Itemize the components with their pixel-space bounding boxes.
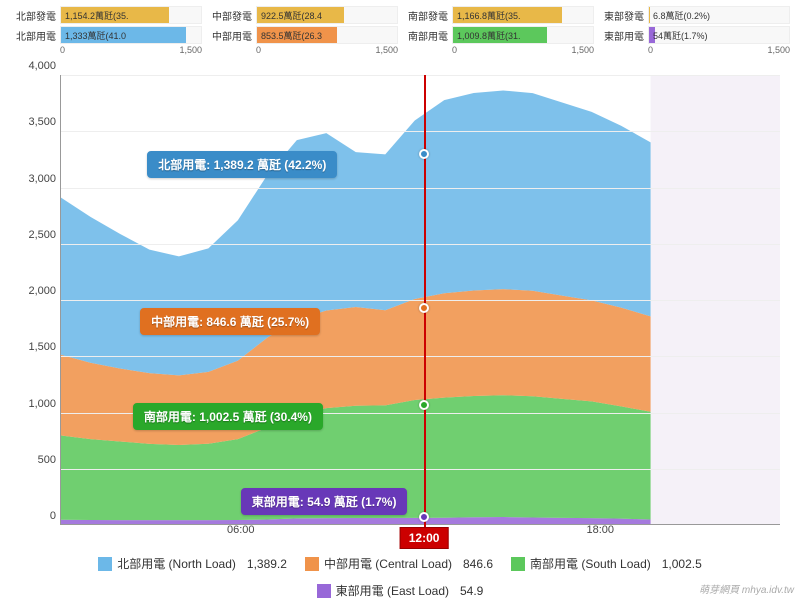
mini-gen-bar: 922.5萬瓩(28.4 [256,6,398,24]
y-tick: 3,500 [6,116,56,128]
legend-label: 東部用電 (East Load) [336,582,449,599]
legend-swatch [305,557,319,571]
legend-item: 中部用電 (Central Load) 846.6 [305,555,493,572]
mini-panel: 南部發電 1,166.8萬瓩(35. 南部用電 1,009.8萬瓩(31. 01… [402,5,594,68]
legend-swatch [98,557,112,571]
mini-panel: 東部發電 6.8萬瓩(0.2%) 東部用電 54萬瓩(1.7%) 01,500 [598,5,790,68]
grid-line [61,131,780,132]
mini-gen-bar: 1,154.2萬瓩(35. [60,6,202,24]
mini-load-label: 北部用電 [10,28,56,43]
watermark: 萌芽網頁 mhya.idv.tw [699,581,794,596]
callout: 南部用電: 1,002.5 萬瓩 (30.4%) [133,403,323,430]
y-tick: 3,000 [6,173,56,185]
legend-value: 54.9 [460,584,483,598]
grid-line [61,469,780,470]
mini-gen-label: 北部發電 [10,8,56,23]
mini-gen-value: 1,166.8萬瓩(35. [457,9,521,22]
mini-load-value: 54萬瓩(1.7%) [653,29,708,42]
legend-value: 1,389.2 [247,557,287,571]
y-tick: 1,500 [6,341,56,353]
callout: 北部用電: 1,389.2 萬瓩 (42.2%) [147,151,337,178]
y-tick: 0 [6,510,56,522]
marker [419,149,429,159]
mini-load-bar: 54萬瓩(1.7%) [648,26,790,44]
callout: 東部用電: 54.9 萬瓩 (1.7%) [241,488,408,515]
x-tick: 18:00 [586,524,614,536]
marker [419,400,429,410]
mini-gen-label: 中部發電 [206,8,252,23]
legend-value: 1,002.5 [662,557,702,571]
x-tick: 06:00 [227,524,255,536]
grid-line [61,75,780,76]
grid-line [61,356,780,357]
mini-load-bar: 853.5萬瓩(26.3 [256,26,398,44]
y-tick: 2,500 [6,229,56,241]
cursor-label: 12:00 [400,527,449,549]
mini-gen-label: 南部發電 [402,8,448,23]
legend-item: 北部用電 (North Load) 1,389.2 [98,555,287,572]
mini-gen-bar: 6.8萬瓩(0.2%) [648,6,790,24]
y-axis: 05001,0001,5002,0002,5003,0003,5004,000 [6,67,56,532]
y-tick: 1,000 [6,398,56,410]
grid-line [61,188,780,189]
grid-line [61,244,780,245]
legend: 北部用電 (North Load) 1,389.2 中部用電 (Central Lo… [0,555,800,599]
mini-gen-value: 922.5萬瓩(28.4 [261,9,322,22]
mini-panel: 北部發電 1,154.2萬瓩(35. 北部用電 1,333萬瓩(41.0 01,… [10,5,202,68]
mini-panels-container: 北部發電 1,154.2萬瓩(35. 北部用電 1,333萬瓩(41.0 01,… [0,0,800,70]
mini-load-bar: 1,009.8萬瓩(31. [452,26,594,44]
callout: 中部用電: 846.6 萬瓩 (25.7%) [140,308,320,335]
mini-load-value: 853.5萬瓩(26.3 [261,29,322,42]
mini-load-label: 南部用電 [402,28,448,43]
y-tick: 2,000 [6,285,56,297]
mini-gen-label: 東部發電 [598,8,644,23]
mini-load-bar: 1,333萬瓩(41.0 [60,26,202,44]
mini-load-label: 中部用電 [206,28,252,43]
legend-item: 東部用電 (East Load) 54.9 [317,582,484,599]
mini-gen-value: 1,154.2萬瓩(35. [65,9,129,22]
legend-swatch [317,584,331,598]
legend-label: 南部用電 (South Load) [530,555,651,572]
marker [419,303,429,313]
marker [419,512,429,522]
mini-load-label: 東部用電 [598,28,644,43]
mini-gen-bar: 1,166.8萬瓩(35. [452,6,594,24]
main-stacked-area-chart: 05001,0001,5002,0002,5003,0003,5004,000 … [60,75,780,525]
legend-swatch [511,557,525,571]
y-tick: 500 [6,454,56,466]
legend-value: 846.6 [463,557,493,571]
mini-panel: 中部發電 922.5萬瓩(28.4 中部用電 853.5萬瓩(26.3 01,5… [206,5,398,68]
mini-gen-value: 6.8萬瓩(0.2%) [653,9,710,22]
mini-load-value: 1,009.8萬瓩(31. [457,29,521,42]
legend-item: 南部用電 (South Load) 1,002.5 [511,555,702,572]
y-tick: 4,000 [6,60,56,72]
legend-label: 北部用電 (North Load) [117,555,236,572]
mini-load-value: 1,333萬瓩(41.0 [65,29,126,42]
cursor-line [424,75,426,529]
legend-label: 中部用電 (Central Load) [324,555,452,572]
grid-line [61,300,780,301]
